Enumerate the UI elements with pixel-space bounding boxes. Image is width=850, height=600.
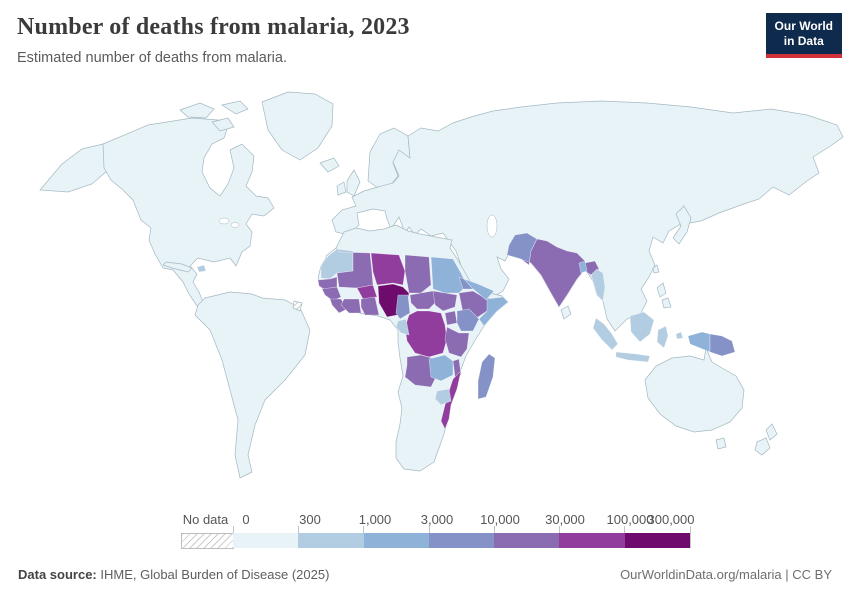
country-french-guiana[interactable] bbox=[292, 300, 303, 312]
country-eurasia[interactable] bbox=[331, 100, 844, 332]
data-source-label: Data source: bbox=[18, 567, 97, 582]
country-cameroon[interactable] bbox=[395, 294, 411, 320]
country-niger[interactable] bbox=[370, 252, 406, 286]
country-maluku[interactable] bbox=[675, 331, 684, 340]
country-cuba[interactable] bbox=[162, 261, 193, 273]
country-sulawesi[interactable] bbox=[656, 325, 669, 349]
country-sumatra[interactable] bbox=[592, 317, 619, 351]
owid-logo[interactable]: Our World in Data bbox=[765, 13, 842, 58]
country-java[interactable] bbox=[615, 351, 651, 363]
legend-tick-100000: 100,000 bbox=[606, 512, 654, 527]
legend-tick-3000: 3,000 bbox=[420, 512, 454, 527]
legend-bin-0-300[interactable] bbox=[233, 533, 299, 548]
country-new-zealand[interactable] bbox=[765, 423, 778, 441]
arctic-island[interactable] bbox=[211, 117, 235, 132]
country-philippines[interactable] bbox=[656, 282, 667, 298]
legend-color-bar bbox=[233, 533, 690, 548]
data-source-text: IHME, Global Burden of Disease (2025) bbox=[96, 567, 330, 582]
legend-tick-1000: 1,000 bbox=[358, 512, 392, 527]
legend-bin-30000-100000[interactable] bbox=[559, 533, 625, 548]
legend-bin-10000-30000[interactable] bbox=[494, 533, 560, 548]
world-choropleth-map bbox=[0, 80, 850, 510]
legend-tick-300000: 300,000 bbox=[647, 512, 695, 527]
country-north-america[interactable] bbox=[102, 117, 275, 309]
country-mali[interactable] bbox=[336, 251, 374, 289]
legend-tick-10000: 10,000 bbox=[480, 512, 520, 527]
great-lake bbox=[218, 217, 230, 225]
country-australia[interactable] bbox=[644, 346, 745, 433]
country-zimbabwe[interactable] bbox=[434, 388, 452, 406]
country-papua-new-guinea[interactable] bbox=[709, 333, 736, 357]
country-west-papua[interactable] bbox=[687, 331, 711, 353]
caspian-sea bbox=[486, 214, 498, 238]
country-somalia[interactable] bbox=[478, 296, 509, 327]
country-central-african-republic[interactable] bbox=[409, 290, 438, 310]
legend-tick-0: 0 bbox=[242, 512, 250, 527]
world-map-svg bbox=[39, 91, 844, 479]
country-iceland[interactable] bbox=[319, 157, 340, 173]
country-south-america[interactable] bbox=[194, 291, 311, 479]
country-ghana[interactable] bbox=[360, 296, 380, 316]
country-chad[interactable] bbox=[404, 254, 432, 294]
page-title: Number of deaths from malaria, 2023 bbox=[17, 14, 410, 40]
country-uk[interactable] bbox=[346, 169, 361, 197]
country-myanmar[interactable] bbox=[590, 268, 606, 302]
footer-link[interactable]: OurWorldinData.org/malaria | CC BY bbox=[620, 567, 832, 582]
country-bangladesh[interactable] bbox=[578, 260, 588, 274]
country-greenland[interactable] bbox=[261, 91, 334, 161]
legend-bin-300-1000[interactable] bbox=[298, 533, 364, 548]
country-taiwan[interactable] bbox=[652, 264, 660, 274]
country-borneo[interactable] bbox=[629, 311, 655, 343]
owid-logo-line2: in Data bbox=[783, 34, 824, 48]
legend-tick-mark bbox=[690, 526, 691, 548]
country-sri-lanka[interactable] bbox=[560, 305, 572, 320]
country-drc[interactable] bbox=[404, 310, 448, 358]
country-alaska[interactable] bbox=[39, 143, 113, 193]
country-burkina-faso[interactable] bbox=[356, 284, 378, 300]
country-cote-divoire[interactable] bbox=[340, 298, 362, 314]
legend-bin-100000-300000[interactable] bbox=[624, 533, 690, 548]
country-japan[interactable] bbox=[672, 205, 692, 245]
country-yemen[interactable] bbox=[463, 278, 495, 301]
country-zambia[interactable] bbox=[428, 354, 454, 382]
chart-subtitle: Estimated number of deaths from malaria. bbox=[17, 50, 287, 66]
country-malawi[interactable] bbox=[452, 358, 462, 378]
country-ireland[interactable] bbox=[336, 181, 347, 196]
legend-tick-300: 300 bbox=[299, 512, 321, 527]
country-angola[interactable] bbox=[404, 354, 438, 388]
map-legend: No data 0 300 1,000 3,000 10,000 30,000 … bbox=[0, 509, 850, 555]
country-tanzania[interactable] bbox=[444, 326, 470, 358]
country-madagascar[interactable] bbox=[477, 353, 496, 400]
country-philippines[interactable] bbox=[661, 297, 672, 309]
country-tasmania[interactable] bbox=[715, 437, 727, 450]
owid-logo-line1: Our World bbox=[774, 19, 833, 33]
legend-bin-3000-10000[interactable] bbox=[428, 533, 495, 548]
country-south-sudan[interactable] bbox=[432, 290, 458, 312]
country-haiti[interactable] bbox=[196, 264, 207, 273]
legend-bin-1000-3000[interactable] bbox=[363, 533, 429, 548]
data-source: Data source: IHME, Global Burden of Dise… bbox=[18, 567, 329, 582]
great-lake bbox=[230, 222, 240, 228]
country-congo-gabon[interactable] bbox=[395, 318, 410, 336]
chart-header: Number of deaths from malaria, 2023 Esti… bbox=[17, 14, 757, 66]
country-uganda[interactable] bbox=[444, 310, 458, 326]
country-new-zealand[interactable] bbox=[754, 437, 771, 456]
arctic-island[interactable] bbox=[221, 100, 249, 115]
chart-footer: Data source: IHME, Global Burden of Dise… bbox=[18, 567, 832, 582]
no-data-label: No data bbox=[182, 512, 229, 527]
country-kenya[interactable] bbox=[456, 308, 480, 332]
arctic-island[interactable] bbox=[179, 102, 215, 119]
legend-tick-30000: 30,000 bbox=[545, 512, 585, 527]
no-data-swatch[interactable] bbox=[181, 533, 234, 549]
